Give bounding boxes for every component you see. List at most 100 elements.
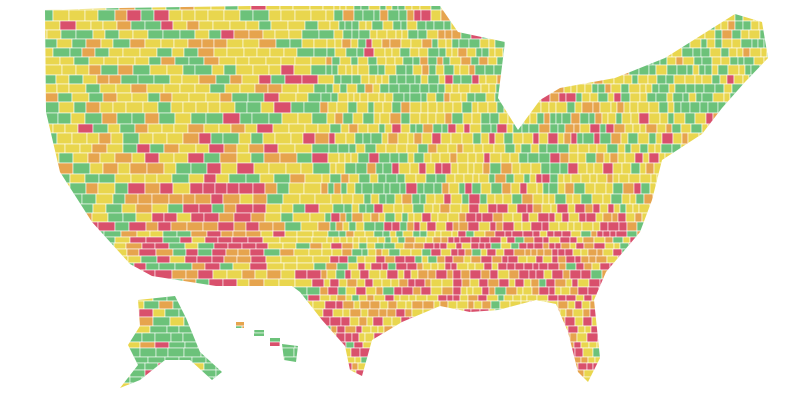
county (582, 132, 595, 145)
county (655, 341, 665, 349)
county (175, 162, 192, 175)
county (338, 255, 349, 264)
county (558, 262, 567, 271)
county (721, 397, 728, 405)
county (493, 376, 503, 384)
county (763, 269, 768, 280)
county (336, 262, 349, 271)
county (565, 294, 577, 302)
county (270, 74, 286, 85)
county (45, 397, 61, 405)
county (348, 173, 360, 184)
county (324, 362, 333, 371)
county (632, 9, 641, 22)
county (718, 112, 729, 125)
county (478, 203, 489, 214)
county (787, 113, 797, 124)
county (667, 294, 680, 302)
county (595, 9, 604, 22)
county (663, 341, 674, 349)
county (52, 143, 66, 154)
county (323, 325, 332, 334)
county (145, 221, 159, 232)
county (529, 64, 540, 76)
county (384, 64, 397, 76)
county (463, 362, 473, 371)
county (298, 325, 312, 334)
county (617, 278, 630, 288)
county (515, 29, 527, 40)
county (563, 405, 571, 411)
county (708, 347, 721, 358)
county (142, 101, 159, 114)
county (381, 397, 388, 405)
county (55, 286, 73, 296)
county (241, 74, 260, 85)
county (639, 162, 647, 175)
county (357, 152, 370, 164)
county (727, 193, 739, 205)
county (356, 376, 368, 384)
county (15, 174, 27, 183)
county (422, 308, 435, 318)
county (613, 123, 626, 134)
county (572, 369, 585, 378)
county (672, 132, 683, 145)
county (730, 6, 742, 11)
county (88, 64, 102, 76)
county (609, 286, 618, 296)
county (644, 230, 652, 238)
county (548, 101, 557, 114)
county (609, 397, 617, 405)
county (559, 9, 571, 22)
county (176, 286, 192, 296)
county (283, 397, 296, 405)
county (702, 162, 713, 175)
county (772, 194, 782, 204)
county (395, 64, 407, 76)
county (172, 20, 188, 31)
county (299, 193, 316, 205)
county (292, 6, 311, 11)
county (667, 112, 675, 125)
county (636, 221, 645, 232)
county (794, 249, 800, 256)
county (779, 249, 786, 256)
county (789, 363, 797, 370)
county (0, 204, 14, 213)
county (397, 6, 406, 11)
county (67, 347, 85, 358)
county (384, 47, 393, 58)
county (664, 182, 677, 195)
county (395, 308, 406, 318)
county (340, 173, 350, 184)
county (84, 286, 101, 296)
county (529, 397, 535, 405)
county (0, 390, 16, 397)
county (312, 356, 326, 364)
county (593, 132, 601, 145)
county (539, 6, 550, 11)
county (742, 83, 751, 94)
county (657, 405, 664, 411)
county (662, 255, 675, 264)
county (225, 376, 242, 384)
county (328, 143, 339, 154)
county (585, 74, 595, 85)
county (397, 132, 409, 145)
county (416, 182, 425, 195)
county (472, 405, 483, 411)
county (327, 230, 340, 238)
county (512, 376, 524, 384)
county (681, 242, 689, 250)
county (445, 47, 453, 58)
county (664, 405, 671, 411)
county (788, 397, 795, 405)
county (587, 405, 594, 411)
county (250, 132, 264, 145)
county (771, 174, 778, 183)
county (125, 341, 141, 349)
county (173, 152, 189, 164)
county (475, 212, 483, 223)
county (68, 405, 80, 411)
